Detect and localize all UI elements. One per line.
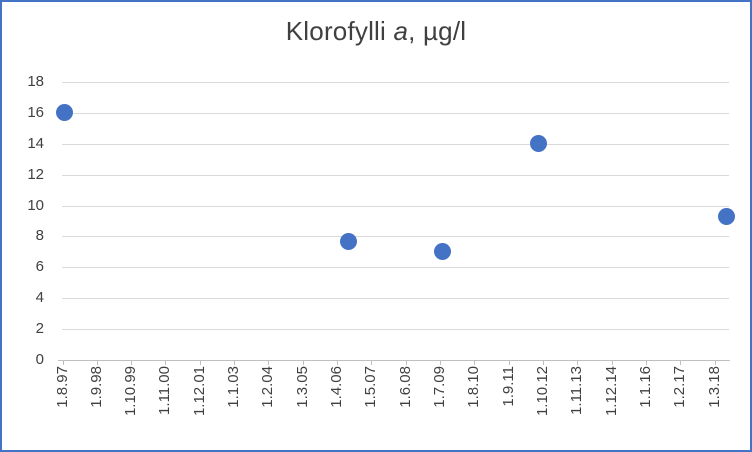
chart-title-prefix: Klorofylli [285, 16, 394, 46]
x-axis-tick [131, 361, 132, 365]
y-axis-tick-label: 0 [35, 351, 44, 368]
gridline [62, 175, 729, 176]
x-axis-tick [577, 361, 578, 365]
gridline [62, 113, 729, 114]
x-axis-line [58, 360, 730, 361]
x-axis-tick-label: 1.12.14 [603, 366, 620, 417]
gridline [62, 329, 729, 330]
x-axis-tick [268, 361, 269, 365]
chart-title-italic-a: a [393, 16, 409, 46]
chart-title: Klorofylli a, µg/l [0, 16, 752, 47]
y-axis-tick-label: 16 [27, 104, 44, 121]
x-axis-tick-label: 1.8.10 [465, 366, 482, 408]
x-axis-tick-label: 1.3.18 [706, 366, 723, 408]
gridline [62, 82, 729, 83]
x-axis-tick-label: 1.11.13 [568, 366, 585, 415]
x-axis-tick [612, 361, 613, 365]
gridline [62, 267, 729, 268]
gridline [62, 236, 729, 237]
x-axis-tick [509, 361, 510, 365]
x-axis-tick [371, 361, 372, 365]
x-axis-tick [646, 361, 647, 365]
data-point-marker[interactable] [718, 208, 735, 225]
x-axis-tick-label: 1.6.08 [397, 366, 414, 408]
data-point-marker[interactable] [340, 233, 357, 250]
x-axis-tick-label: 1.9.11 [500, 366, 517, 407]
x-axis-tick-label: 1.10.99 [122, 366, 139, 417]
data-point-marker[interactable] [56, 104, 73, 121]
y-axis-tick-label: 14 [27, 135, 44, 152]
x-axis-tick [406, 361, 407, 365]
data-point-marker[interactable] [434, 243, 451, 260]
y-axis-tick-label: 4 [35, 289, 44, 306]
x-axis-tick-label: 1.5.07 [362, 366, 379, 408]
x-axis-tick-label: 1.12.01 [191, 366, 208, 417]
y-axis-tick-label: 12 [27, 166, 44, 183]
x-axis-tick [715, 361, 716, 365]
y-axis-tick-label: 2 [35, 320, 44, 337]
x-axis-tick-label: 1.1.03 [225, 366, 242, 408]
gridline [62, 144, 729, 145]
x-axis-tick-label: 1.1.16 [637, 366, 654, 408]
x-axis-tick [165, 361, 166, 365]
y-axis-tick-label: 8 [35, 227, 44, 244]
x-axis-tick-label: 1.2.17 [671, 366, 688, 408]
x-axis-tick [97, 361, 98, 365]
data-point-marker[interactable] [530, 135, 547, 152]
x-axis-tick-label: 1.3.05 [294, 366, 311, 408]
x-axis-tick-label: 1.7.09 [431, 366, 448, 408]
x-axis-tick-label: 1.8.97 [54, 366, 71, 408]
x-axis-tick [543, 361, 544, 365]
x-axis-tick-label: 1.11.00 [156, 366, 173, 415]
x-axis-tick-label: 1.2.04 [259, 366, 276, 408]
gridline [62, 206, 729, 207]
x-axis-tick [234, 361, 235, 365]
x-axis-tick-label: 1.9.98 [88, 366, 105, 408]
x-axis-tick [680, 361, 681, 365]
x-axis-tick [337, 361, 338, 365]
x-axis-tick [474, 361, 475, 365]
y-axis-tick-label: 6 [35, 258, 44, 275]
x-axis-tick [440, 361, 441, 365]
y-axis-tick-label: 10 [27, 197, 44, 214]
chart-title-suffix: , µg/l [408, 16, 467, 46]
y-axis-tick-label: 18 [27, 73, 44, 90]
x-axis-tick [63, 361, 64, 365]
x-axis-tick-label: 1.10.12 [534, 366, 551, 417]
gridline [62, 298, 729, 299]
x-axis-tick-label: 1.4.06 [328, 366, 345, 408]
x-axis-tick [200, 361, 201, 365]
x-axis-tick [303, 361, 304, 365]
